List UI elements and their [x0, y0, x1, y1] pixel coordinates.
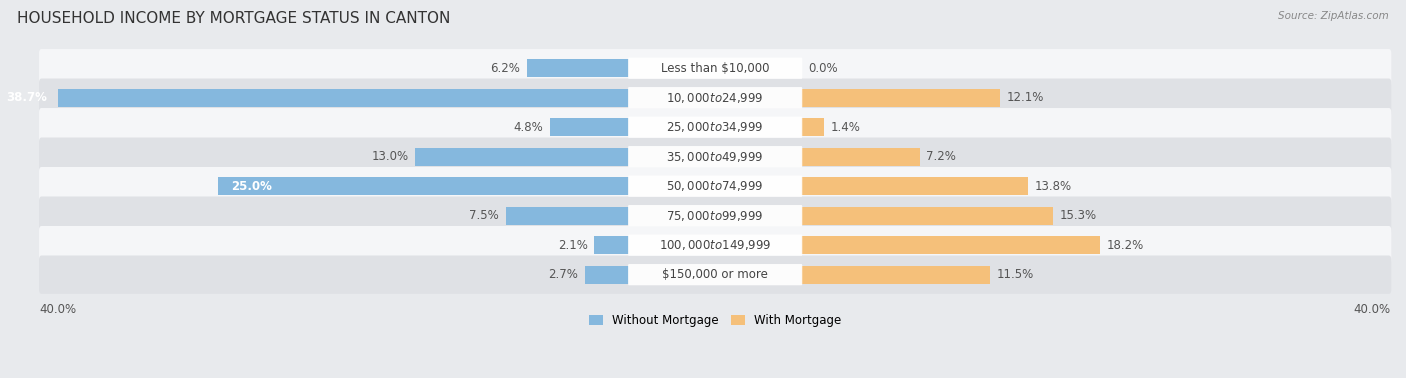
Text: $50,000 to $74,999: $50,000 to $74,999 — [666, 179, 763, 193]
Bar — [801, 88, 1000, 107]
Text: 7.2%: 7.2% — [927, 150, 956, 163]
Bar — [801, 177, 1028, 195]
FancyBboxPatch shape — [628, 116, 803, 138]
Text: Source: ZipAtlas.com: Source: ZipAtlas.com — [1278, 11, 1389, 21]
Bar — [801, 206, 1053, 225]
Bar — [415, 147, 628, 166]
FancyBboxPatch shape — [628, 87, 803, 108]
Text: $10,000 to $24,999: $10,000 to $24,999 — [666, 91, 763, 105]
Bar — [506, 206, 628, 225]
Bar — [0, 88, 628, 107]
Text: 11.5%: 11.5% — [997, 268, 1035, 281]
FancyBboxPatch shape — [628, 205, 803, 226]
Bar — [801, 236, 1101, 254]
Bar — [550, 118, 628, 136]
Bar — [218, 177, 628, 195]
FancyBboxPatch shape — [39, 167, 1392, 205]
FancyBboxPatch shape — [628, 175, 803, 197]
FancyBboxPatch shape — [39, 138, 1392, 176]
Text: 38.7%: 38.7% — [6, 91, 46, 104]
FancyBboxPatch shape — [39, 79, 1392, 117]
Bar — [595, 236, 628, 254]
Text: 6.2%: 6.2% — [491, 62, 520, 75]
Text: 18.2%: 18.2% — [1107, 239, 1144, 252]
Legend: Without Mortgage, With Mortgage: Without Mortgage, With Mortgage — [583, 310, 846, 332]
Text: HOUSEHOLD INCOME BY MORTGAGE STATUS IN CANTON: HOUSEHOLD INCOME BY MORTGAGE STATUS IN C… — [17, 11, 450, 26]
Text: 15.3%: 15.3% — [1059, 209, 1097, 222]
Text: Less than $10,000: Less than $10,000 — [661, 62, 769, 75]
Bar — [801, 118, 824, 136]
Text: $150,000 or more: $150,000 or more — [662, 268, 768, 281]
FancyBboxPatch shape — [39, 49, 1392, 87]
Text: 12.1%: 12.1% — [1007, 91, 1045, 104]
Text: 2.1%: 2.1% — [558, 239, 588, 252]
FancyBboxPatch shape — [628, 264, 803, 285]
Text: $75,000 to $99,999: $75,000 to $99,999 — [666, 209, 763, 223]
Text: 7.5%: 7.5% — [470, 209, 499, 222]
Text: 25.0%: 25.0% — [231, 180, 273, 193]
Text: $25,000 to $34,999: $25,000 to $34,999 — [666, 120, 763, 134]
FancyBboxPatch shape — [39, 197, 1392, 235]
Bar — [527, 59, 628, 77]
Text: $100,000 to $149,999: $100,000 to $149,999 — [659, 238, 772, 252]
FancyBboxPatch shape — [39, 226, 1392, 264]
FancyBboxPatch shape — [628, 146, 803, 167]
Bar — [801, 147, 920, 166]
FancyBboxPatch shape — [628, 57, 803, 79]
Text: 4.8%: 4.8% — [513, 121, 544, 134]
FancyBboxPatch shape — [39, 108, 1392, 146]
Text: 1.4%: 1.4% — [831, 121, 860, 134]
Text: $35,000 to $49,999: $35,000 to $49,999 — [666, 150, 763, 164]
Bar — [585, 265, 628, 284]
Text: 2.7%: 2.7% — [548, 268, 578, 281]
Bar — [801, 265, 990, 284]
Text: 0.0%: 0.0% — [808, 62, 838, 75]
FancyBboxPatch shape — [628, 234, 803, 256]
Text: 13.8%: 13.8% — [1035, 180, 1071, 193]
FancyBboxPatch shape — [39, 256, 1392, 294]
Text: 13.0%: 13.0% — [371, 150, 409, 163]
